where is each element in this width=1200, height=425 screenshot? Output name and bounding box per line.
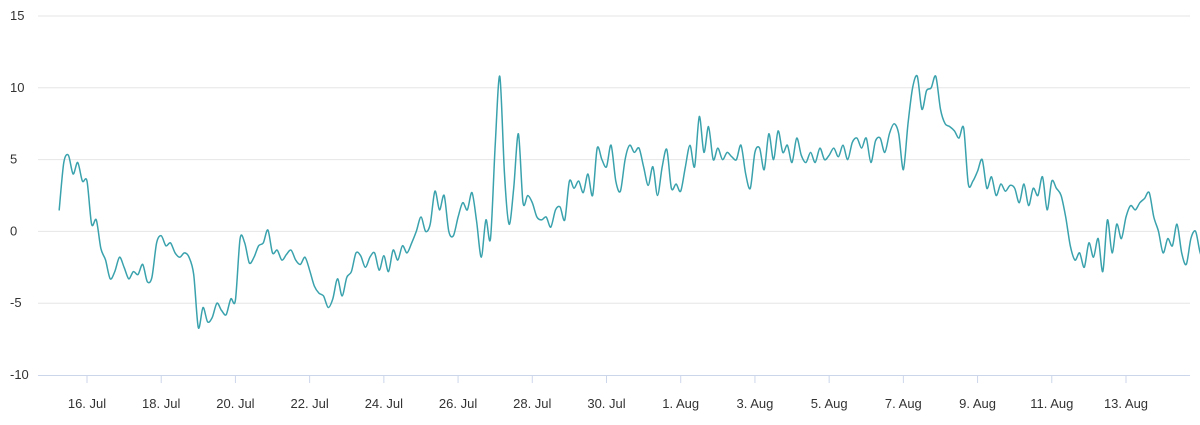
x-tick-label: 9. Aug (959, 396, 996, 411)
x-tick-label: 7. Aug (885, 396, 922, 411)
x-tick-label: 5. Aug (811, 396, 848, 411)
x-tick-label: 28. Jul (513, 396, 551, 411)
y-axis-labels: 15 10 5 0 -5 -10 (10, 8, 29, 382)
x-tick-label: 3. Aug (736, 396, 773, 411)
x-tick-label: 22. Jul (290, 396, 328, 411)
y-tick-label: 10 (10, 80, 24, 95)
y-tick-label: 15 (10, 8, 24, 23)
x-tick-label: 20. Jul (216, 396, 254, 411)
x-tick-label: 16. Jul (68, 396, 106, 411)
x-tick-label: 26. Jul (439, 396, 477, 411)
y-tick-label: -10 (10, 367, 29, 382)
y-tick-label: 0 (10, 223, 17, 238)
x-tick-label: 1. Aug (662, 396, 699, 411)
x-tick-label: 11. Aug (1030, 396, 1073, 411)
y-tick-label: -5 (10, 295, 22, 310)
x-tick-label: 18. Jul (142, 396, 180, 411)
x-tick-label: 30. Jul (587, 396, 625, 411)
series-line (58, 74, 1200, 329)
y-tick-label: 5 (10, 152, 17, 167)
x-axis-ticks: 16. Jul 18. Jul 20. Jul 22. Jul 24. Jul 26. J… (68, 375, 1148, 411)
x-tick-label: 13. Aug (1104, 396, 1148, 411)
x-tick-label: 24. Jul (365, 396, 403, 411)
series-layer (58, 74, 1200, 329)
